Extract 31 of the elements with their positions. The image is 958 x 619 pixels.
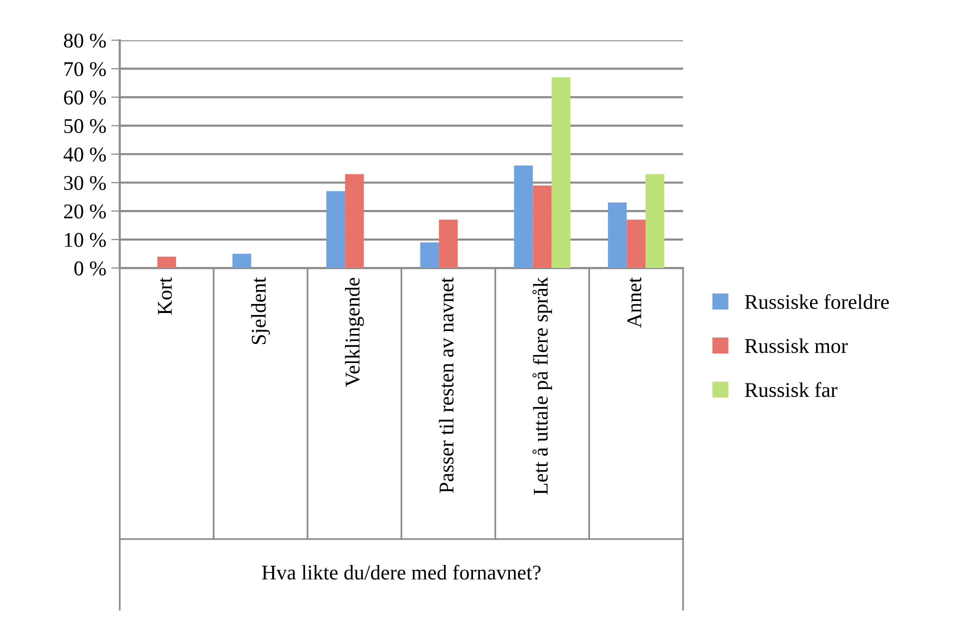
bar — [514, 166, 533, 268]
x-tick-label: Annet — [627, 277, 642, 328]
bar — [157, 256, 176, 268]
legend-label: Russiske foreldre — [744, 294, 889, 310]
x-tick-label: Kort — [158, 277, 172, 315]
y-tick-label: 80 % — [64, 34, 106, 48]
x-tick-label: Passer til resten av navnet — [438, 277, 454, 493]
legend-label: Russisk far — [744, 382, 838, 398]
bar — [438, 220, 458, 268]
bar — [626, 220, 646, 268]
y-tick-label: 20 % — [64, 204, 106, 219]
bar — [646, 174, 664, 268]
y-tick-label: 10 % — [64, 232, 106, 248]
legend-label: Russisk mor — [744, 338, 848, 354]
bar — [552, 77, 570, 268]
bar — [532, 185, 552, 268]
x-tick-label: Sjeldent — [251, 277, 270, 344]
bar — [232, 254, 252, 268]
y-tick-label: 70 % — [64, 62, 106, 76]
y-tick-label: 40 % — [64, 148, 106, 162]
y-tick-label: 60 % — [64, 90, 106, 105]
y-tick-label: 50 % — [64, 119, 106, 134]
bar — [345, 174, 364, 268]
x-tick-label: Velklingende — [344, 278, 364, 387]
y-tick-label: 30 % — [64, 176, 106, 190]
bar — [608, 202, 627, 268]
y-tick-label: 0 % — [74, 261, 106, 276]
bar — [420, 242, 439, 268]
bar — [326, 191, 346, 268]
x-tick-label: Lett å uttale på flere språk — [532, 277, 552, 495]
x-axis-title: Hva likte du/dere med fornavnet? — [262, 564, 541, 580]
